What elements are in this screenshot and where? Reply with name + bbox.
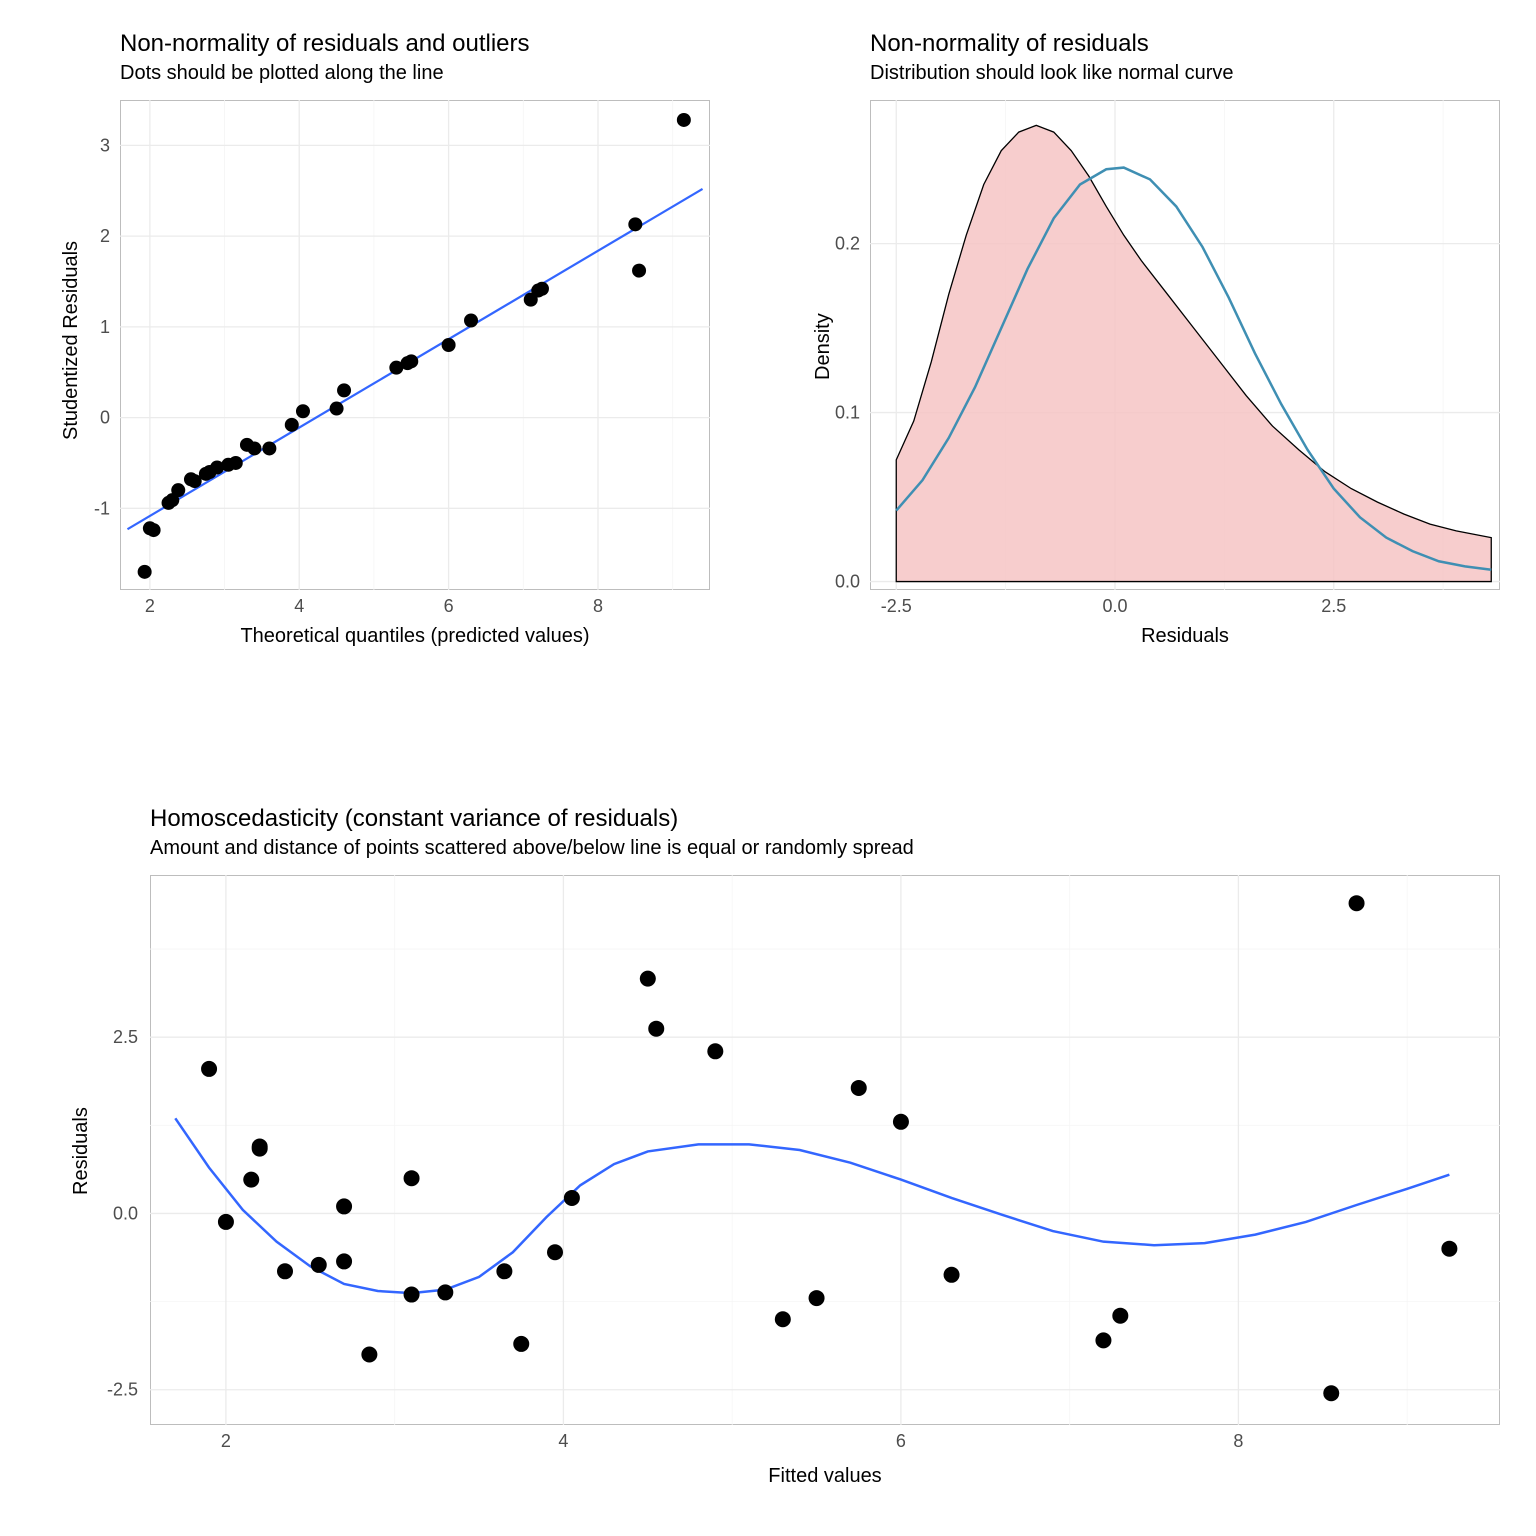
density-subtitle: Distribution should look like normal cur… [870,62,1234,85]
svg-text:1: 1 [100,317,110,337]
svg-text:8: 8 [593,596,603,616]
homo-plot: 2468-2.50.02.5 [150,875,1500,1425]
diagnostic-figure: Non-normality of residuals and outliers … [0,0,1536,1536]
qq-ylabel: Studentized Residuals [60,241,83,440]
svg-text:0.0: 0.0 [1102,596,1127,616]
density-plot: -2.50.02.50.00.10.2 [870,100,1500,590]
svg-text:2: 2 [145,596,155,616]
svg-text:4: 4 [558,1431,568,1451]
qq-subtitle: Dots should be plotted along the line [120,62,444,85]
svg-text:2.5: 2.5 [1321,596,1346,616]
density-ylabel: Density [812,313,835,380]
svg-text:8: 8 [1233,1431,1243,1451]
homo-ylabel: Residuals [70,1107,93,1195]
svg-text:0.1: 0.1 [835,403,860,423]
svg-text:2: 2 [221,1431,231,1451]
svg-text:4: 4 [294,596,304,616]
svg-text:0.0: 0.0 [113,1203,138,1223]
svg-text:-2.5: -2.5 [881,596,912,616]
svg-text:3: 3 [100,135,110,155]
svg-text:0.0: 0.0 [835,572,860,592]
svg-text:0: 0 [100,408,110,428]
svg-text:2.5: 2.5 [113,1027,138,1047]
homo-xlabel: Fitted values [150,1465,1500,1536]
svg-text:-2.5: -2.5 [107,1380,138,1400]
svg-text:6: 6 [896,1431,906,1451]
svg-text:6: 6 [444,596,454,616]
svg-text:-1: -1 [94,498,110,518]
density-title: Non-normality of residuals [870,30,1149,58]
svg-text:2: 2 [100,226,110,246]
qq-title: Non-normality of residuals and outliers [120,30,530,58]
svg-text:0.2: 0.2 [835,234,860,254]
qq-plot: 2468-10123 [120,100,710,590]
